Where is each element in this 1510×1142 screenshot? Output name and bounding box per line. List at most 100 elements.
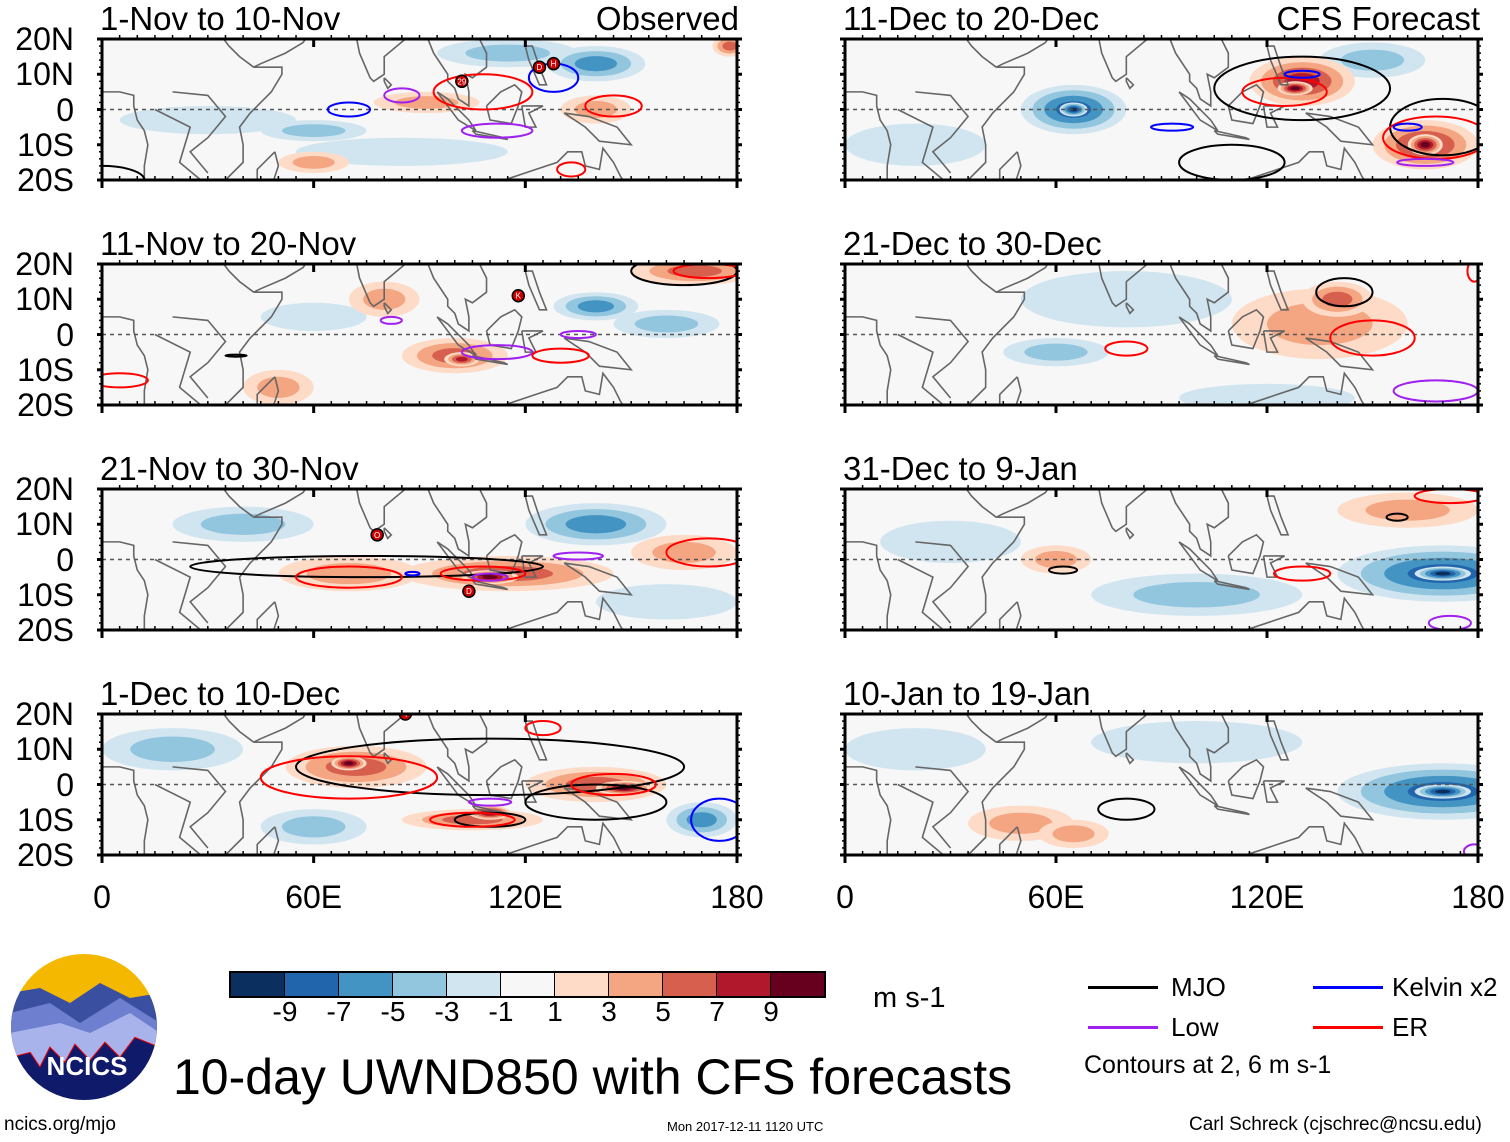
site-link[interactable]: ncics.org/mjo	[4, 1114, 116, 1135]
x-tick-label: 180	[1451, 879, 1505, 915]
colorbar-tick-label: 9	[763, 996, 779, 1027]
coastline	[154, 783, 202, 855]
y-tick-label: 20N	[15, 21, 74, 57]
panel-title: 1-Nov to 10-Nov	[100, 0, 341, 37]
wind-anomaly-shading	[880, 520, 1021, 564]
coastline	[355, 264, 408, 308]
coastline	[965, 39, 997, 68]
coastline	[102, 91, 149, 180]
coastline	[1245, 821, 1366, 855]
wind-anomaly-shading	[1179, 383, 1355, 405]
tropical-storm-marker: O	[370, 528, 384, 542]
coastline	[427, 714, 488, 783]
wind-anomaly-shading	[845, 123, 986, 166]
colorbar-tick-label: 3	[601, 996, 617, 1027]
low-contour	[1462, 843, 1478, 855]
coastline	[897, 558, 944, 630]
colorbar-bin	[285, 973, 339, 996]
coastline	[998, 376, 1022, 405]
wind-anomaly-shading	[344, 761, 354, 766]
colorbar-bin	[393, 973, 447, 996]
kelvin-contour	[1149, 122, 1195, 132]
tropical-storm-marker: D	[532, 60, 547, 74]
mjo-contour	[1213, 55, 1392, 122]
coastline	[256, 376, 280, 405]
coastline	[897, 783, 944, 855]
mjo-contour	[1385, 512, 1409, 522]
coastline	[995, 264, 1049, 293]
wind-anomaly-shading	[296, 137, 508, 166]
panel-source-label: Observed	[595, 0, 739, 37]
coastline	[253, 489, 307, 518]
wind-anomaly-shading	[281, 816, 346, 838]
er-contour	[665, 537, 737, 568]
er-contour	[524, 720, 562, 737]
y-tick-label: 20N	[15, 696, 74, 732]
coastline	[1245, 596, 1366, 630]
colorbar	[229, 971, 826, 998]
wind-anomaly-shading	[1069, 107, 1078, 112]
colorbar-bin	[231, 973, 285, 996]
coastline	[967, 741, 1026, 855]
wind-anomaly-shading	[565, 515, 627, 534]
wind-anomaly-shading	[1091, 721, 1303, 764]
er-contour	[1241, 76, 1328, 107]
low-contour	[460, 122, 534, 139]
panel-source-label: CFS Forecast	[1276, 0, 1480, 37]
x-tick-label: 0	[836, 879, 854, 915]
coastline	[154, 333, 202, 405]
coastline	[1125, 302, 1135, 315]
colorbar-bin	[663, 973, 717, 996]
coastline	[1169, 714, 1230, 783]
coastline	[1227, 533, 1265, 575]
wind-anomaly-shading	[200, 513, 286, 535]
y-tick-label: 20S	[17, 387, 74, 423]
coastline	[224, 66, 283, 180]
coastline	[1245, 371, 1366, 405]
storm-label: D	[537, 63, 543, 72]
anomaly-map	[840, 710, 1483, 863]
y-tick-label: 20S	[17, 162, 74, 198]
legend-line-er	[1313, 1026, 1383, 1029]
map-panel: 1-Nov to 10-Nov Observed 29 D H 20N 10N 0 10S 20S	[15, 0, 742, 196]
mjo-contour	[1178, 143, 1286, 180]
figure-title: 10-day UWND850 with CFS forecasts	[173, 1049, 1013, 1105]
coastline	[102, 766, 149, 855]
wind-anomaly-shading	[1290, 86, 1300, 91]
anomaly-map: 4	[97, 710, 742, 863]
tropical-storm-marker: 29	[455, 74, 469, 89]
author-credit: Carl Schreck (cjschrec@ncsu.edu)	[1189, 1114, 1482, 1135]
wind-anomaly-shading	[1052, 825, 1095, 843]
coastline	[915, 541, 970, 624]
coastline	[1213, 129, 1250, 141]
panel-title: 1-Dec to 10-Dec	[100, 675, 341, 712]
coastline	[383, 752, 393, 765]
y-tick-label: 10N	[15, 281, 74, 318]
coastline	[1125, 527, 1135, 540]
coastline	[222, 489, 255, 518]
panel-title: 11-Dec to 20-Dec	[843, 0, 1100, 37]
y-tick-label: 0	[56, 541, 74, 578]
x-tick-label: 120E	[487, 879, 563, 915]
coastline	[845, 766, 892, 855]
coastline	[967, 291, 1026, 405]
coastline	[563, 112, 633, 146]
legend-label-mjo: MJO	[1171, 972, 1226, 1002]
coastline	[172, 91, 227, 174]
mjo-contour	[189, 554, 544, 579]
coastline	[256, 826, 280, 855]
coastline	[1262, 330, 1285, 353]
coastline	[1098, 39, 1150, 83]
kelvin-contour	[404, 570, 421, 577]
y-tick-label: 10S	[17, 351, 74, 388]
tropical-storm-marker: K	[511, 288, 526, 303]
tropical-storm-marker: H	[546, 56, 561, 71]
coastline	[1305, 112, 1375, 146]
coastline	[1178, 91, 1219, 132]
wind-anomaly-shading	[595, 584, 737, 620]
coastline	[222, 264, 255, 293]
coastline	[503, 821, 624, 855]
colorbar-tick-label: -1	[488, 996, 514, 1027]
coastline	[1125, 752, 1135, 765]
